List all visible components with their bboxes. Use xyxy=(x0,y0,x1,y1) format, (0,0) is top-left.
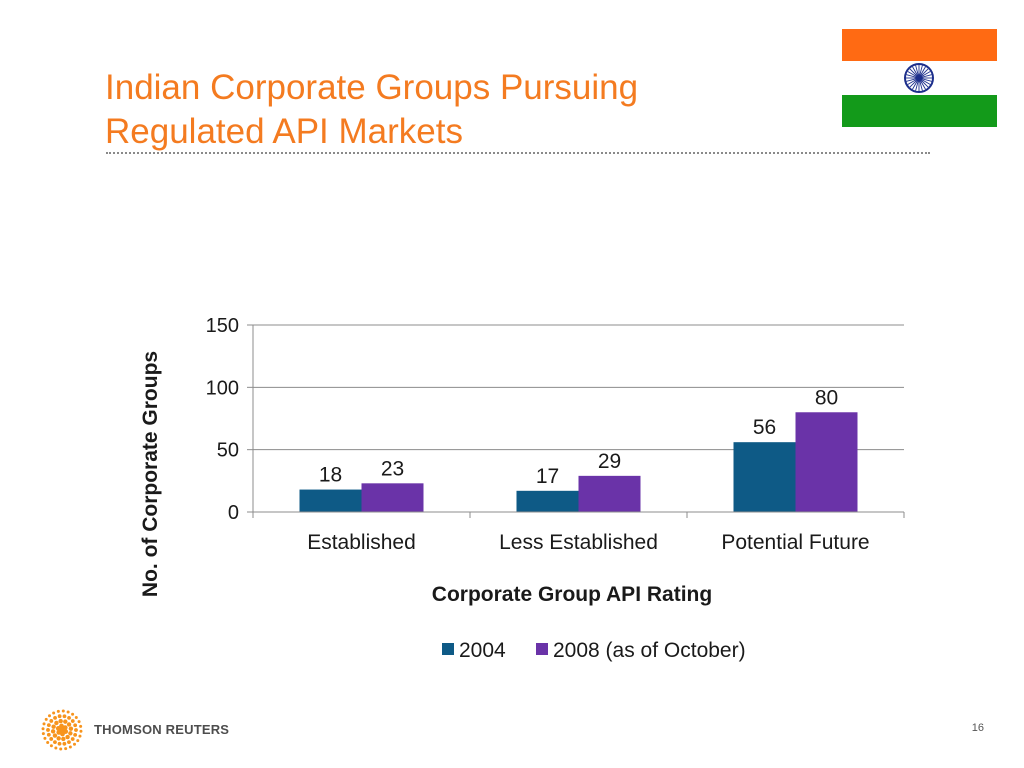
chart-legend: 2004 2008 (as of October) xyxy=(442,639,746,662)
data-label: 18 xyxy=(319,464,342,487)
thomson-reuters-logo: THOMSON REUTERS xyxy=(40,708,240,752)
bar-series-1 xyxy=(733,442,796,512)
chart-data-labels: 18 23 17 29 56 80 xyxy=(319,386,838,488)
flag-green-band xyxy=(842,95,997,127)
y-tick-label: 100 xyxy=(206,377,239,399)
data-label: 80 xyxy=(815,386,838,409)
x-tick-label: Established xyxy=(307,531,416,554)
data-label: 17 xyxy=(536,465,559,488)
thomson-reuters-logo-icon xyxy=(41,709,83,751)
x-axis-title: Corporate Group API Rating xyxy=(432,583,712,606)
brand-name: THOMSON REUTERS xyxy=(94,722,230,737)
y-tick-label: 0 xyxy=(228,502,239,524)
bar-series-1 xyxy=(516,490,579,512)
bar-series-2 xyxy=(361,483,424,512)
bar-series-2 xyxy=(795,412,858,512)
chart-axes: 0 50 100 150 Established Less Established Pote… xyxy=(206,315,905,554)
slide-title-line-1: Indian Corporate Groups Pursuing xyxy=(105,68,639,107)
legend-label: 2008 (as of October) xyxy=(553,639,746,662)
ashoka-chakra-icon xyxy=(904,63,934,93)
legend-swatch xyxy=(442,643,454,655)
bar-series-1 xyxy=(299,489,362,512)
page-number: 16 xyxy=(971,722,984,734)
slide-title: Indian Corporate Groups Pursuing Regulat… xyxy=(105,66,638,154)
x-tick-label: Potential Future xyxy=(721,531,869,554)
y-tick-label: 50 xyxy=(217,440,239,462)
data-label: 29 xyxy=(598,450,621,473)
title-divider xyxy=(106,152,930,154)
bar-chart: 18 23 17 29 56 80 0 50 100 150 Established Less Es… xyxy=(139,315,905,662)
y-tick-label: 150 xyxy=(206,315,239,337)
data-label: 23 xyxy=(381,457,404,480)
flag-white-band xyxy=(842,61,997,95)
legend-swatch xyxy=(536,643,548,655)
flag-saffron-band xyxy=(842,29,997,61)
y-axis-title: No. of Corporate Groups xyxy=(139,351,162,597)
legend-label: 2004 xyxy=(459,639,506,662)
chart-bars xyxy=(299,412,858,512)
x-tick-label: Less Established xyxy=(499,531,658,554)
bar-series-2 xyxy=(578,475,641,512)
slide-title-line-2: Regulated API Markets xyxy=(105,112,463,151)
data-label: 56 xyxy=(753,416,776,439)
india-flag-icon xyxy=(842,29,997,127)
